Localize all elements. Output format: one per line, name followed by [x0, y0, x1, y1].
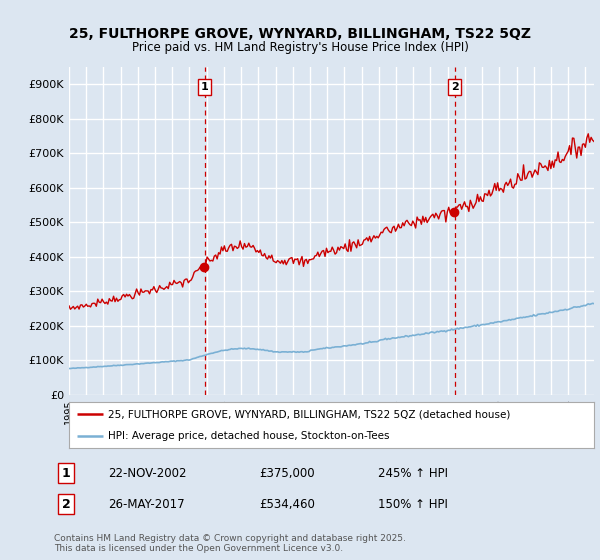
Text: 2: 2 [62, 498, 70, 511]
Text: 25, FULTHORPE GROVE, WYNYARD, BILLINGHAM, TS22 5QZ: 25, FULTHORPE GROVE, WYNYARD, BILLINGHAM… [69, 27, 531, 41]
Text: 1: 1 [201, 82, 209, 92]
Text: £375,000: £375,000 [259, 466, 315, 479]
Text: 2: 2 [451, 82, 458, 92]
Text: Contains HM Land Registry data © Crown copyright and database right 2025.
This d: Contains HM Land Registry data © Crown c… [54, 534, 406, 553]
Text: 26-MAY-2017: 26-MAY-2017 [108, 498, 185, 511]
Text: HPI: Average price, detached house, Stockton-on-Tees: HPI: Average price, detached house, Stoc… [109, 431, 390, 441]
Text: 150% ↑ HPI: 150% ↑ HPI [378, 498, 448, 511]
Text: 22-NOV-2002: 22-NOV-2002 [108, 466, 187, 479]
Text: Price paid vs. HM Land Registry's House Price Index (HPI): Price paid vs. HM Land Registry's House … [131, 40, 469, 54]
Text: 1: 1 [62, 466, 70, 479]
Text: 25, FULTHORPE GROVE, WYNYARD, BILLINGHAM, TS22 5QZ (detached house): 25, FULTHORPE GROVE, WYNYARD, BILLINGHAM… [109, 409, 511, 419]
Text: 245% ↑ HPI: 245% ↑ HPI [378, 466, 448, 479]
Text: £534,460: £534,460 [259, 498, 315, 511]
